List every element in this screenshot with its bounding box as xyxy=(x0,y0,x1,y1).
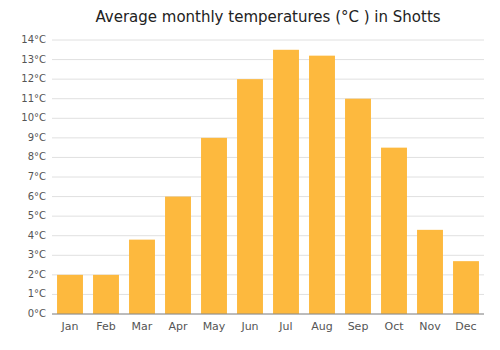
grid-line xyxy=(52,79,484,80)
y-tick-label: 6°C xyxy=(28,191,46,202)
y-tick-label: 11°C xyxy=(21,93,46,104)
y-tick-labels: 0°C 1°C 2°C 3°C 4°C 5°C 6°C 7°C 8°C 9°C 10°C 11°C 12… xyxy=(21,34,46,319)
x-tick-label: Mar xyxy=(132,320,153,333)
bar xyxy=(129,240,155,314)
bar xyxy=(237,79,263,314)
x-tick-labels: Jan Feb Mar Apr May Jun Jul Aug Sep Oct Nov Dec xyxy=(61,320,477,333)
grid-line xyxy=(52,118,484,119)
bar xyxy=(309,56,335,314)
y-tick-label: 4°C xyxy=(28,230,46,241)
chart-container: 0°C 1°C 2°C 3°C 4°C 5°C 6°C 7°C 8°C 9°C 10°C 11°C 12… xyxy=(0,0,500,350)
y-tick-label: 14°C xyxy=(21,34,46,45)
bar xyxy=(273,50,299,314)
x-tick-label: Jan xyxy=(61,320,79,333)
grid-line xyxy=(52,40,484,41)
x-tick-label: May xyxy=(203,320,226,333)
y-tick-label: 10°C xyxy=(21,112,46,123)
chart-svg: 0°C 1°C 2°C 3°C 4°C 5°C 6°C 7°C 8°C 9°C 10°C 11°C 12… xyxy=(0,0,500,350)
y-tick-label: 12°C xyxy=(21,73,46,84)
chart-title: Average monthly temperatures (°C ) in Sh… xyxy=(95,8,440,26)
grid-line xyxy=(52,314,484,315)
y-tick-label: 9°C xyxy=(28,132,46,143)
y-tick-label: 5°C xyxy=(28,210,46,221)
y-grid xyxy=(52,40,484,314)
bar xyxy=(381,148,407,314)
grid-line xyxy=(52,59,484,60)
grid-line xyxy=(52,98,484,99)
bar xyxy=(345,99,371,314)
grid-line xyxy=(52,196,484,197)
bars xyxy=(57,50,479,314)
y-tick-label: 0°C xyxy=(28,308,46,319)
bar xyxy=(201,138,227,314)
x-tick-label: Feb xyxy=(96,320,115,333)
x-tick-label: Nov xyxy=(419,320,441,333)
grid-line xyxy=(52,137,484,138)
bar xyxy=(93,275,119,314)
grid-line xyxy=(52,216,484,217)
y-tick-label: 3°C xyxy=(28,249,46,260)
x-tick-label: Aug xyxy=(311,320,332,333)
bar xyxy=(417,230,443,314)
x-tick-label: Dec xyxy=(455,320,476,333)
y-tick-label: 7°C xyxy=(28,171,46,182)
grid-line xyxy=(52,177,484,178)
x-tick-label: Jul xyxy=(278,320,292,333)
x-tick-label: Sep xyxy=(348,320,369,333)
bar xyxy=(57,275,83,314)
y-tick-label: 2°C xyxy=(28,269,46,280)
y-tick-label: 1°C xyxy=(28,288,46,299)
x-tick-label: Jun xyxy=(240,320,258,333)
x-tick-label: Oct xyxy=(384,320,404,333)
bar xyxy=(165,197,191,314)
x-tick-label: Apr xyxy=(168,320,188,333)
bar xyxy=(453,261,479,314)
x-axis-line xyxy=(52,314,484,315)
y-tick-label: 8°C xyxy=(28,151,46,162)
y-tick-label: 13°C xyxy=(21,54,46,65)
grid-line xyxy=(52,157,484,158)
